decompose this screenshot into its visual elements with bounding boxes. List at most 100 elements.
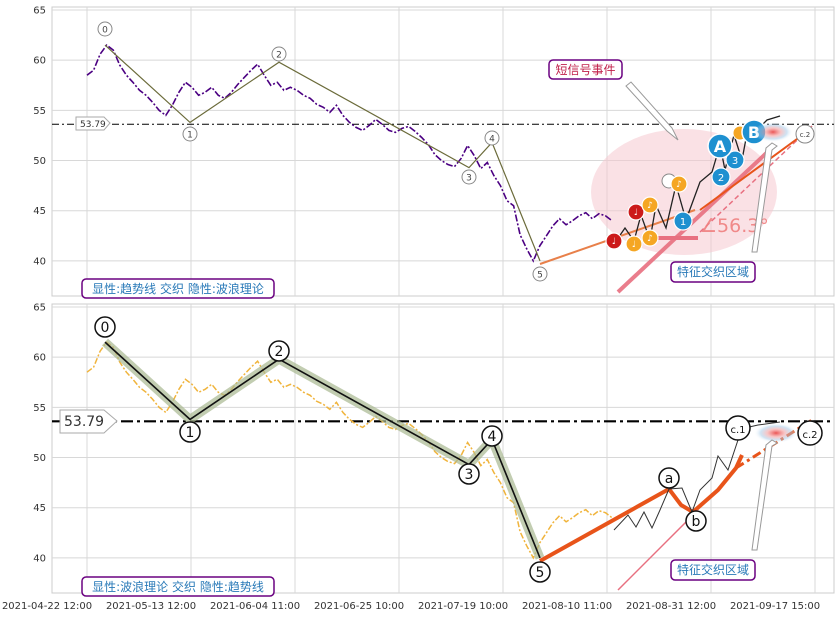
xtick-label: 2021-07-19 10:00	[418, 601, 508, 612]
svg-text:c.1: c.1	[730, 425, 745, 436]
top-ytick-label: 45	[33, 206, 46, 217]
signal-dot: ♩	[625, 235, 643, 253]
bottom-legend-text: 显性:波浪理论 交织 隐性:趋势线	[92, 579, 264, 594]
top-legend-text: 显性:趋势线 交织 隐性:波浪理论	[92, 281, 264, 296]
top-ytick-label: 60	[33, 56, 46, 67]
svg-text:♪: ♪	[647, 234, 653, 244]
top-ytick-label: 55	[33, 106, 46, 117]
bottom-feature-zone-arrow	[751, 439, 778, 551]
svg-text:♩: ♩	[634, 208, 638, 218]
bottom-wave-label-5: 5	[529, 561, 551, 583]
svg-text:♪: ♪	[676, 180, 682, 190]
bottom-price-line	[86, 341, 613, 560]
svg-text:5: 5	[536, 565, 545, 581]
top-red-trend	[699, 127, 813, 211]
svg-text:0: 0	[102, 26, 108, 36]
xtick-label: 2021-09-17 15:00	[730, 601, 820, 612]
svg-text:1: 1	[680, 217, 686, 228]
xtick-label: 2021-06-04 11:00	[210, 601, 300, 612]
bottom-hline-label: 53.79	[64, 414, 104, 430]
bottom-wave-label-2: 2	[268, 340, 290, 362]
top-hline-label: 53.79	[80, 120, 106, 130]
svg-text:c.2: c.2	[800, 131, 811, 139]
signal-dot: ♪	[641, 196, 659, 214]
signal-dot-blue-3: 3	[725, 150, 745, 170]
svg-text:1: 1	[186, 425, 195, 441]
xtick-label: 2021-08-10 11:00	[522, 601, 612, 612]
bottom-feature-zone-label: 特征交织区域	[677, 562, 749, 577]
top-ytick-label: 65	[33, 6, 46, 17]
top-wave-label-2: 2	[271, 46, 287, 62]
signal-dot: ♪	[641, 229, 659, 247]
svg-text:c.2: c.2	[802, 430, 817, 441]
bottom-pink-trend	[617, 509, 699, 591]
top-ytick-label: 50	[33, 156, 46, 167]
bottom-wave-label-0: 0	[94, 316, 116, 338]
bottom-hline-arrow-tag	[59, 409, 118, 434]
top-wave-label-1: 1	[182, 126, 198, 142]
svg-text:0: 0	[101, 320, 110, 336]
top-signal-blob	[753, 122, 793, 142]
svg-text:3: 3	[465, 467, 474, 483]
top-feature-zone-label: 特征交织区域	[677, 264, 749, 279]
top-pink-trend	[616, 143, 777, 294]
signal-dot: ♪	[670, 175, 688, 193]
svg-text:3: 3	[466, 174, 472, 184]
xtick-label: 2021-04-22 12:00	[2, 601, 92, 612]
top-wave-label-3: 3	[461, 169, 477, 185]
svg-text:5: 5	[537, 271, 543, 281]
top-wave-label-4: 4	[484, 130, 500, 146]
top-ytick-label: 40	[33, 256, 46, 267]
angle-annotation: ∠56.3°	[700, 215, 769, 237]
short-signal-arrow	[625, 81, 679, 141]
signal-dot: ♩	[627, 203, 645, 221]
bottom-ytick-label: 65	[33, 303, 46, 314]
bottom-ytick-label: 55	[33, 403, 46, 414]
svg-text:4: 4	[488, 429, 497, 445]
bottom-ytick-label: 40	[33, 553, 46, 564]
xtick-label: 2021-06-25 10:00	[314, 601, 404, 612]
signal-label-A: A	[707, 133, 733, 159]
signal-dot-blue-1: 1	[673, 211, 693, 231]
top-hline-arrow-tag	[75, 116, 111, 131]
svg-text:b: b	[692, 514, 701, 530]
bottom-signal-blob	[754, 423, 798, 443]
bottom-wave-label-a: a	[658, 467, 680, 489]
top-legend-box	[81, 278, 275, 299]
bottom-feature-zone-box	[670, 559, 756, 581]
short-signal-box	[548, 59, 623, 80]
top-feature-zone-box	[670, 261, 756, 283]
svg-text:2: 2	[275, 344, 284, 360]
bottom-ytick-label: 45	[33, 503, 46, 514]
bottom-wave-label-c1: c.1	[725, 415, 751, 441]
svg-text:♪: ♪	[647, 201, 653, 211]
svg-text:1: 1	[187, 131, 193, 141]
bottom-wave-lines	[104, 341, 541, 559]
bottom-ytick-label: 50	[33, 453, 46, 464]
top-feature-zone-arrow	[751, 142, 778, 253]
short-signal-label: 短信号事件	[555, 63, 615, 77]
svg-text:♩: ♩	[632, 240, 636, 250]
bottom-legend-box	[81, 576, 275, 597]
bottom-wave-label-b: b	[685, 510, 707, 532]
bottom-wave-label-3: 3	[458, 463, 480, 485]
svg-text:A: A	[714, 137, 727, 156]
svg-text:a: a	[665, 471, 674, 487]
bottom-wave-label-4: 4	[481, 425, 503, 447]
bottom-wave-label-1: 1	[179, 421, 201, 443]
signal-dot-blue-2: 2	[711, 167, 731, 187]
xtick-label: 2021-08-31 12:00	[626, 601, 716, 612]
signal-dot: ♩	[605, 232, 623, 250]
svg-text:3: 3	[732, 156, 738, 167]
top-price-line	[86, 43, 613, 263]
top-wave-label-c2: c.2	[795, 124, 815, 144]
top-wave-lines	[104, 44, 541, 262]
bottom-ytick-label: 60	[33, 353, 46, 364]
svg-text:♩: ♩	[612, 237, 616, 247]
svg-text:4: 4	[489, 135, 495, 145]
svg-text:2: 2	[276, 51, 282, 61]
top-dash-trend	[699, 125, 813, 233]
bottom-wave-label-c2: c.2	[797, 420, 823, 446]
top-wave-label-5: 5	[532, 266, 548, 282]
